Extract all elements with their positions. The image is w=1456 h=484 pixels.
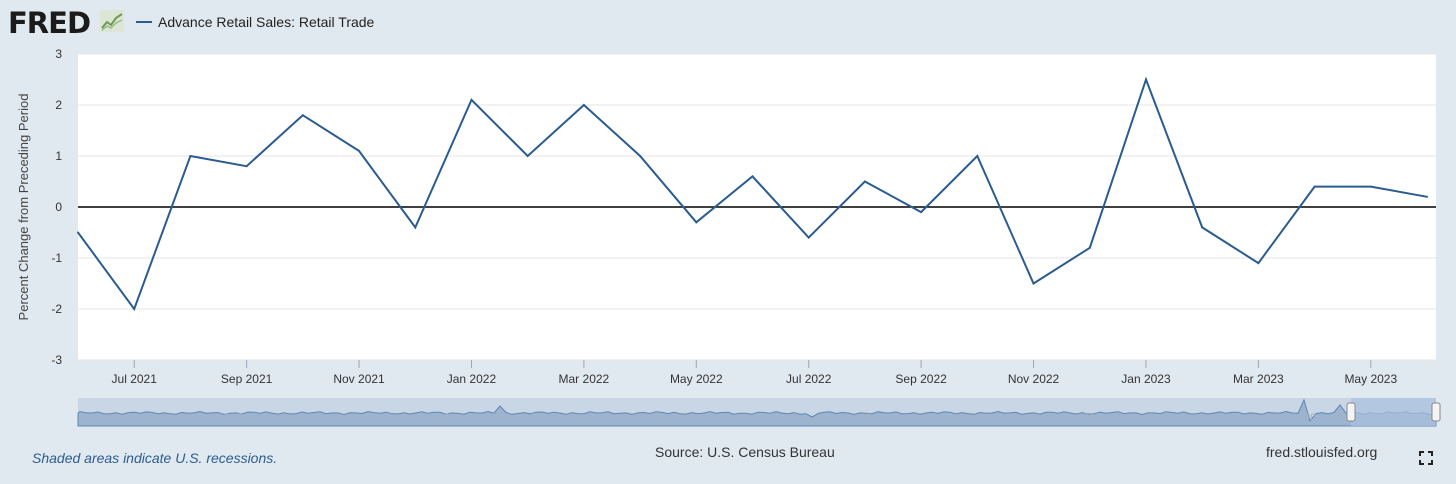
data-point[interactable] [695, 221, 698, 224]
x-tick-label: Jul 2022 [786, 372, 832, 386]
data-point[interactable] [976, 155, 979, 157]
navigator-selection[interactable] [1351, 398, 1436, 426]
x-tick-label: Nov 2022 [1008, 372, 1060, 386]
y-tick-label: -2 [51, 302, 62, 316]
y-tick-label: 3 [55, 47, 62, 61]
x-tick-label: Mar 2023 [1233, 372, 1284, 386]
y-axis-label: Percent Change from Preceding Period [16, 94, 31, 321]
navigator-year-label: 1995 [218, 412, 242, 424]
data-point[interactable] [133, 308, 136, 310]
data-point[interactable] [639, 155, 642, 157]
data-point[interactable] [245, 165, 248, 168]
x-tick-label: Sep 2021 [221, 372, 273, 386]
navigator-year-label: 2015 [1077, 412, 1101, 424]
recession-note: Shaded areas indicate U.S. recessions. [32, 450, 278, 466]
data-point[interactable] [1032, 282, 1035, 285]
y-tick-label: 1 [55, 149, 62, 163]
y-tick-label: 0 [55, 200, 62, 214]
data-point[interactable] [1257, 262, 1260, 265]
fred-logo[interactable]: FRED [8, 6, 91, 40]
data-points [77, 78, 1429, 310]
x-tick-label: Jan 2023 [1121, 372, 1171, 386]
navigator-handle-right[interactable] [1431, 402, 1441, 422]
x-tick-label: Jul 2021 [112, 372, 158, 386]
y-tick-label: 2 [55, 98, 62, 112]
navigator-year-label: 2010 [860, 412, 884, 424]
data-point[interactable] [414, 226, 417, 229]
data-point[interactable] [470, 98, 473, 101]
navigator-year-label: 2000 [426, 412, 450, 424]
data-point[interactable] [1201, 226, 1204, 229]
data-point[interactable] [301, 114, 304, 117]
x-tick-label: Sep 2022 [895, 372, 947, 386]
chart-header: FRED Advance Retail Sales: Retail Trade [0, 0, 1456, 44]
navigator-sparkline [77, 398, 1437, 427]
data-point[interactable] [1144, 78, 1147, 81]
data-point[interactable] [1369, 185, 1372, 188]
data-point[interactable] [807, 236, 810, 239]
navigator-year-label: 2005 [643, 412, 667, 424]
y-axis-ticks: -3 -2 -1 0 1 2 3 [51, 47, 62, 367]
site-link[interactable]: fred.stlouisfed.org [1266, 444, 1378, 460]
navigator-handle-left[interactable] [1346, 402, 1356, 422]
data-point[interactable] [358, 149, 361, 152]
y-tick-label: -3 [51, 353, 62, 367]
x-axis-ticks: Jul 2021 Sep 2021 Nov 2021 Jan 2022 Mar 2022… [112, 360, 1397, 386]
data-point[interactable] [77, 231, 79, 234]
navigator-year-label: 2020 [1292, 412, 1316, 424]
x-tick-label: Nov 2021 [333, 372, 385, 386]
navigator-labels: 1995 2000 2005 2010 2015 2020 [218, 412, 1316, 424]
data-point[interactable] [1313, 185, 1316, 188]
x-tick-label: Jan 2022 [447, 372, 497, 386]
data-point[interactable] [1088, 246, 1091, 249]
legend-swatch [136, 21, 152, 23]
data-point[interactable] [1426, 195, 1429, 198]
fullscreen-icon[interactable] [1419, 451, 1433, 465]
legend-label: Advance Retail Sales: Retail Trade [158, 14, 375, 30]
x-tick-label: Mar 2022 [559, 372, 610, 386]
data-point[interactable] [189, 155, 192, 157]
y-tick-label: -1 [51, 251, 62, 265]
data-point[interactable] [863, 180, 866, 183]
time-navigator[interactable]: 1995 2000 2005 2010 2015 2020 [77, 398, 1441, 427]
chart-legend[interactable]: Advance Retail Sales: Retail Trade [136, 12, 374, 32]
x-tick-label: May 2023 [1344, 372, 1397, 386]
data-point[interactable] [526, 155, 529, 157]
data-point[interactable] [582, 104, 585, 106]
x-tick-label: May 2022 [670, 372, 723, 386]
data-point[interactable] [751, 175, 754, 178]
line-chart[interactable]: -3 -2 -1 0 1 2 3 Jul 2021 Sep 2021 Nov 2021 Jan 2… [0, 0, 1456, 440]
source-text: Source: U.S. Census Bureau [655, 444, 835, 460]
fred-chart-icon [100, 10, 124, 32]
data-point[interactable] [920, 211, 923, 214]
